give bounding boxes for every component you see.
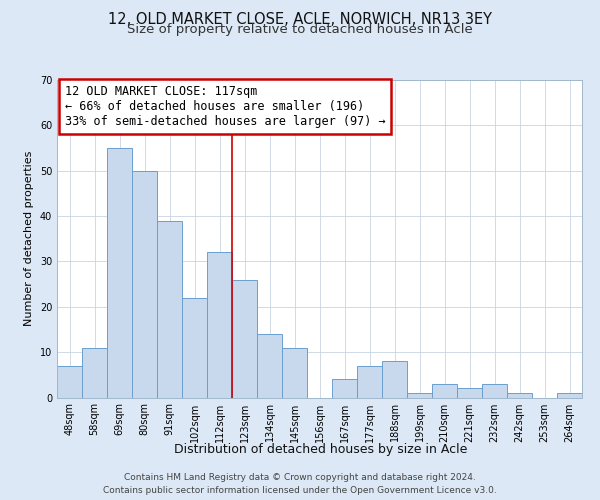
Bar (407, 393, 432, 398)
Bar (507, 393, 532, 398)
Bar (557, 393, 582, 398)
Bar (107, 148, 132, 398)
Bar (132, 170, 157, 398)
Bar (357, 366, 382, 398)
Text: 12 OLD MARKET CLOSE: 117sqm
← 66% of detached houses are smaller (196)
33% of se: 12 OLD MARKET CLOSE: 117sqm ← 66% of det… (65, 85, 386, 128)
Text: Contains HM Land Registry data © Crown copyright and database right 2024.: Contains HM Land Registry data © Crown c… (124, 472, 476, 482)
Bar (457, 388, 482, 398)
Text: Size of property relative to detached houses in Acle: Size of property relative to detached ho… (127, 22, 473, 36)
Bar (157, 220, 182, 398)
Bar (257, 334, 282, 398)
Bar (432, 384, 457, 398)
Bar (482, 384, 507, 398)
Text: Contains public sector information licensed under the Open Government Licence v3: Contains public sector information licen… (103, 486, 497, 495)
Bar (182, 298, 207, 398)
Bar (332, 380, 357, 398)
Bar (207, 252, 232, 398)
Text: 12, OLD MARKET CLOSE, ACLE, NORWICH, NR13 3EY: 12, OLD MARKET CLOSE, ACLE, NORWICH, NR1… (108, 12, 492, 28)
Bar (282, 348, 307, 398)
Text: Distribution of detached houses by size in Acle: Distribution of detached houses by size … (175, 442, 467, 456)
Y-axis label: Number of detached properties: Number of detached properties (24, 151, 34, 326)
Bar (232, 280, 257, 398)
Bar (57, 366, 82, 398)
Bar (82, 348, 107, 398)
Bar (382, 361, 407, 398)
